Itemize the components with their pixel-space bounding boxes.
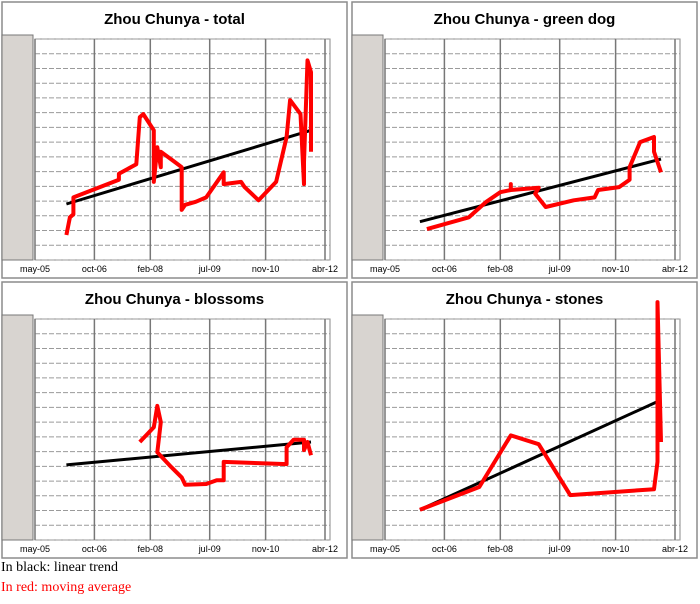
- x-tick-label: nov-10: [602, 544, 630, 554]
- x-tick-label: may-05: [20, 264, 50, 274]
- chart-title: Zhou Chunya - blossoms: [85, 291, 264, 308]
- series-line: [419, 398, 662, 512]
- x-tick-label: jul-09: [198, 264, 221, 274]
- axis-wall: [1, 314, 34, 541]
- series-line: [138, 403, 313, 487]
- x-tick-label: abr-12: [312, 264, 338, 274]
- x-tick-label: feb-08: [488, 264, 514, 274]
- panel: Zhou Chunya - blossoms may-05 oct-06 feb-08…: [1, 281, 348, 559]
- x-tick-label: feb-08: [488, 544, 514, 554]
- x-tick-label: may-05: [20, 544, 50, 554]
- axis-wall: [351, 314, 384, 541]
- footnote: In black: linear trend: [1, 560, 118, 575]
- x-tick-label: jul-09: [548, 544, 571, 554]
- x-tick-label: feb-08: [138, 264, 164, 274]
- footnote: In red: moving average: [1, 580, 131, 595]
- panel: Zhou Chunya - stones may-05 oct-06 feb-08 ju…: [351, 281, 698, 559]
- x-tick-label: jul-09: [548, 264, 571, 274]
- chart-title: Zhou Chunya - total: [104, 11, 245, 28]
- x-tick-label: oct-06: [432, 264, 457, 274]
- plot-area: [34, 38, 331, 261]
- x-tick-label: oct-06: [82, 544, 107, 554]
- x-tick-label: nov-10: [602, 264, 630, 274]
- x-tick-label: nov-10: [252, 544, 280, 554]
- panel: Zhou Chunya - total may-05 oct-06 feb-08 jul…: [1, 1, 348, 279]
- panel: Zhou Chunya - green dog may-05 oct-06 feb-0…: [351, 1, 698, 279]
- plot-area: [34, 318, 331, 541]
- chart-title: Zhou Chunya - green dog: [434, 11, 616, 28]
- x-tick-label: abr-12: [662, 264, 688, 274]
- series-line: [419, 300, 663, 512]
- x-tick-label: abr-12: [312, 544, 338, 554]
- series-line: [426, 135, 663, 232]
- x-tick-label: may-05: [370, 544, 400, 554]
- x-tick-label: nov-10: [252, 264, 280, 274]
- x-tick-label: may-05: [370, 264, 400, 274]
- axis-wall: [1, 34, 34, 261]
- axis-wall: [351, 34, 384, 261]
- chart-title: Zhou Chunya - stones: [446, 291, 604, 308]
- x-tick-label: oct-06: [432, 544, 457, 554]
- x-tick-label: jul-09: [198, 544, 221, 554]
- series-line: [65, 128, 312, 206]
- x-tick-label: abr-12: [662, 544, 688, 554]
- series-line: [66, 440, 312, 467]
- series-line: [419, 157, 662, 224]
- series-line: [64, 58, 313, 236]
- x-tick-label: oct-06: [82, 264, 107, 274]
- plot-area: [384, 38, 681, 261]
- x-tick-label: feb-08: [138, 544, 164, 554]
